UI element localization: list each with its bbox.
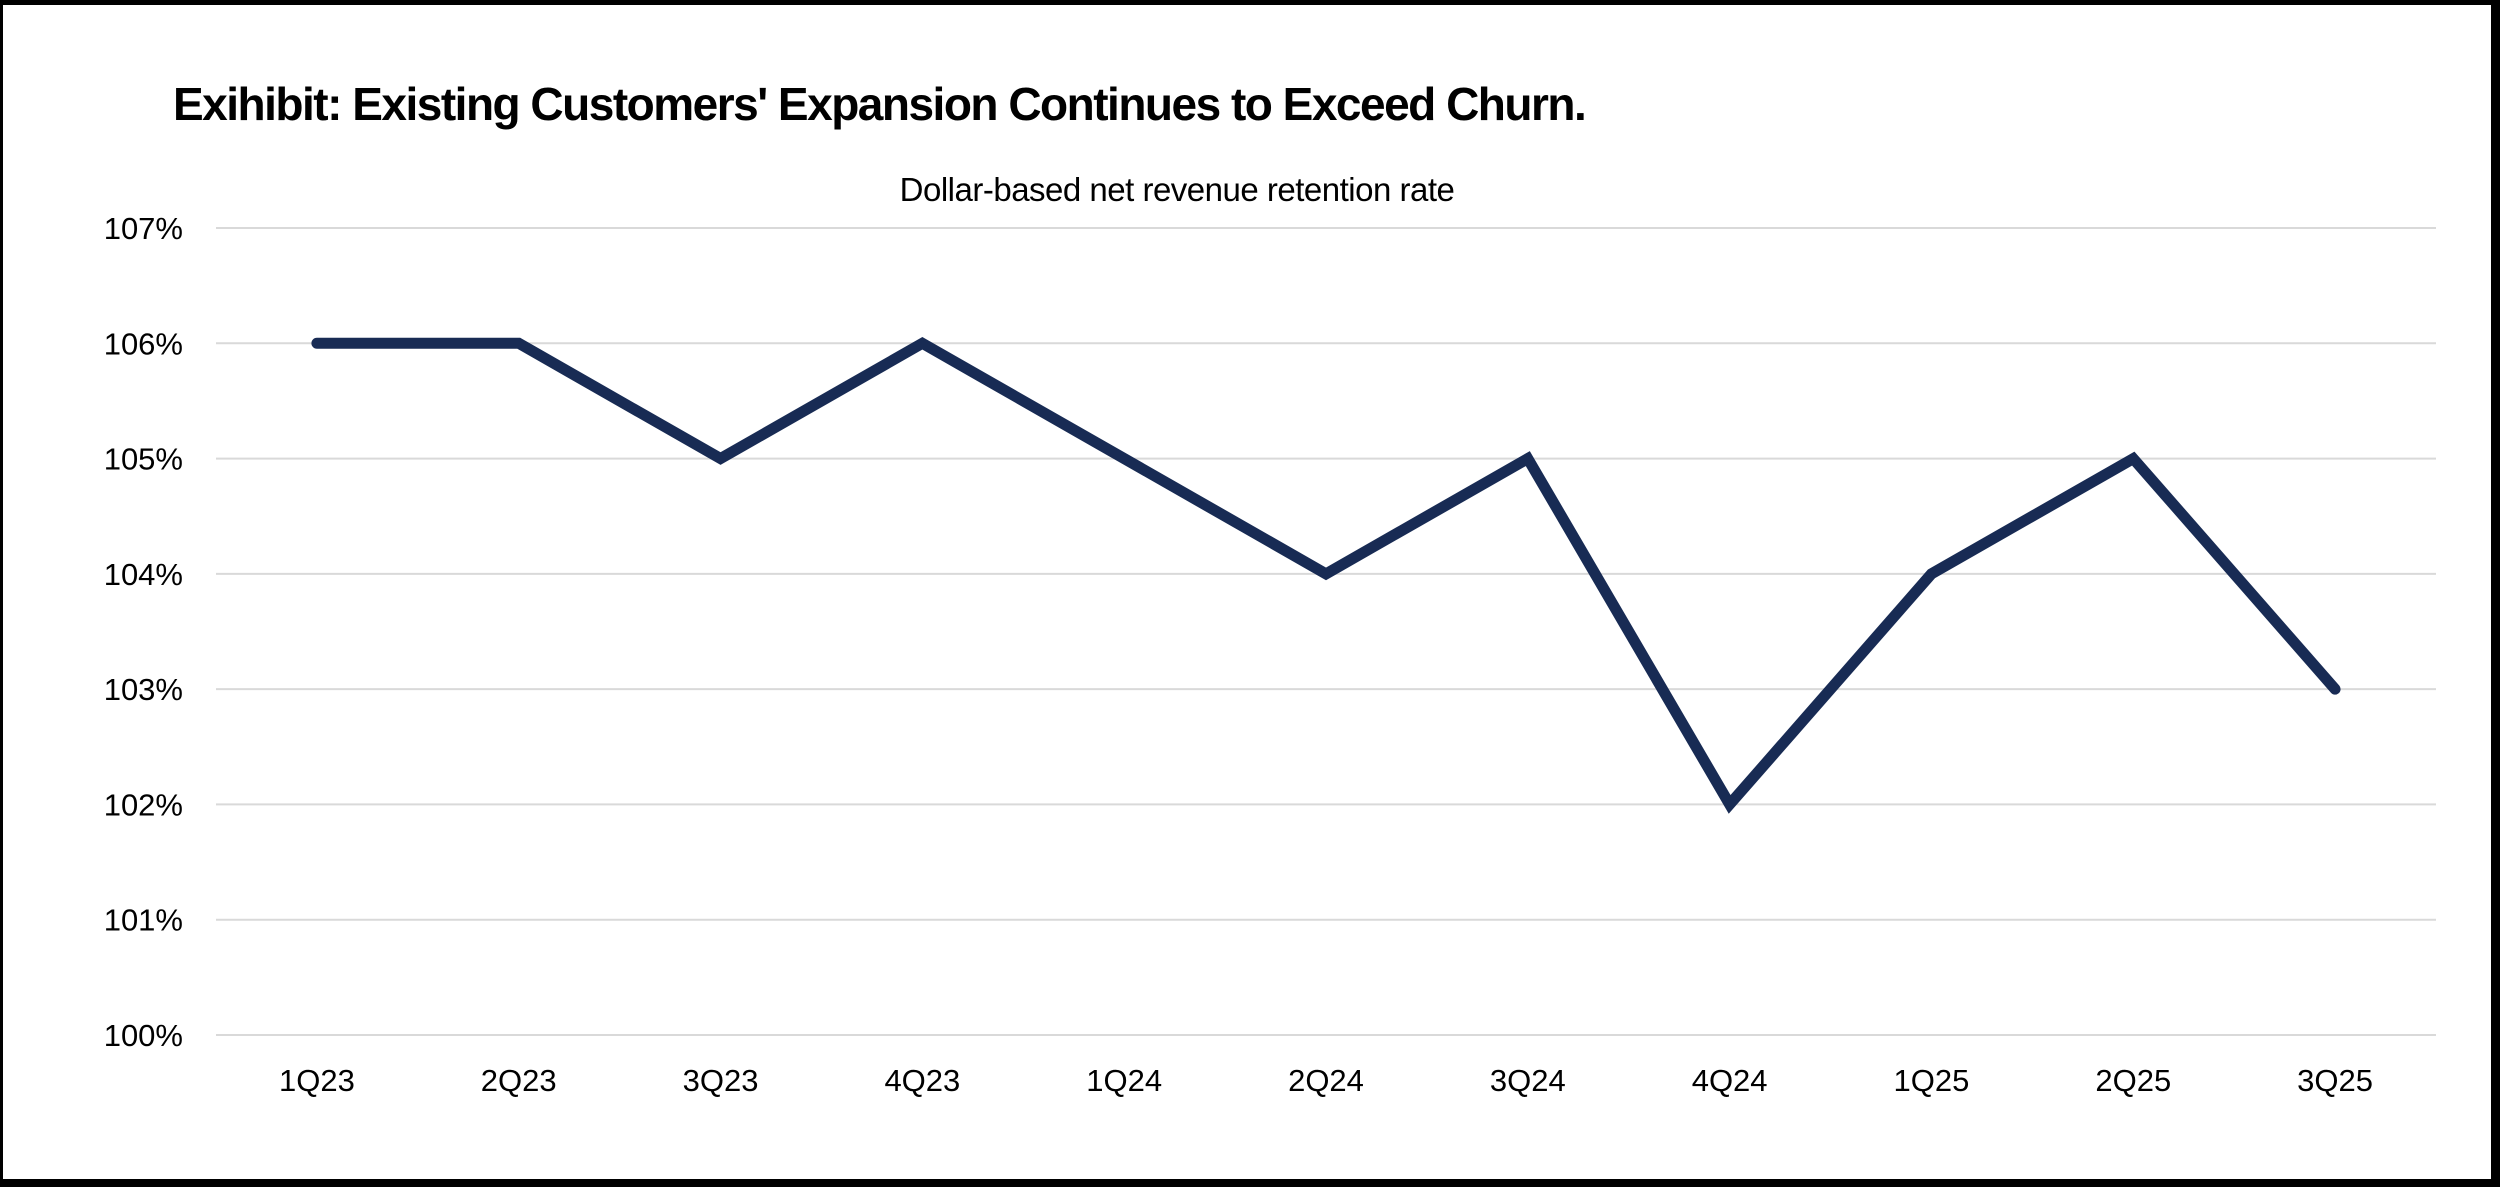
retention-rate-line	[311, 336, 2341, 814]
y-axis-label: 104%	[104, 557, 183, 592]
plot-area: 100% 101% 102% 103% 104% 105% 106% 107% 1Q23 2Q23…	[104, 211, 2436, 1098]
y-axis-label: 101%	[104, 903, 183, 938]
x-axis-label: 2Q25	[2095, 1063, 2171, 1098]
x-axis-label: 3Q25	[2297, 1063, 2373, 1098]
y-axis-label: 106%	[104, 326, 183, 361]
y-axis-label: 103%	[104, 672, 183, 707]
x-axis-label: 2Q24	[1288, 1063, 1364, 1098]
x-axis-label: 2Q23	[481, 1063, 557, 1098]
chart-title: Exihibit: Existing Customers' Expansion …	[173, 78, 1587, 130]
y-axis-label: 105%	[104, 442, 183, 477]
x-axis-label: 1Q23	[279, 1063, 355, 1098]
y-axis-label: 107%	[104, 211, 183, 246]
x-axis-label: 1Q24	[1086, 1063, 1162, 1098]
y-axis-label: 102%	[104, 787, 183, 822]
chart-subtitle: Dollar-based net revenue retention rate	[899, 171, 1455, 208]
x-axis-label: 4Q24	[1692, 1063, 1768, 1098]
y-axis-label: 100%	[104, 1018, 183, 1053]
x-axis-label: 1Q25	[1894, 1063, 1970, 1098]
x-axis-label: 4Q23	[884, 1063, 960, 1098]
x-axis-label: 3Q24	[1490, 1063, 1566, 1098]
x-axis-label: 3Q23	[683, 1063, 759, 1098]
